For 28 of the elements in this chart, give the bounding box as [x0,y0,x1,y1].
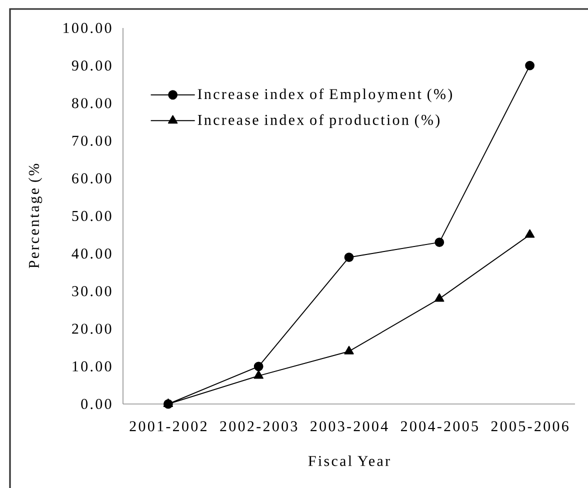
point [254,370,264,379]
y-tick-label: 10.00 [72,361,112,372]
legend-label: Increase index of Employment (%) [198,88,452,102]
y-tick-label: 50.00 [72,210,112,222]
x-tick-label: 2005-2006 [491,421,568,432]
legend-label: Increase index of production (%) [198,114,440,128]
point [344,252,354,262]
point [524,229,535,238]
y-tick-label: 60.00 [72,173,112,184]
x-axis-title: Fiscal Year [308,456,390,466]
x-tick-label: 2004-2005 [400,421,478,432]
point [344,346,354,354]
y-tick-label: 20.00 [72,324,112,334]
y-tick-label: 90.00 [72,60,112,71]
point [434,293,444,302]
y-tick-label: 40.00 [72,248,112,259]
y-tick-label: 80.00 [72,98,112,108]
point [254,362,264,372]
y-tick-label: 100.00 [64,22,112,34]
y-tick-label: 30.00 [72,286,112,296]
point [525,60,534,70]
x-tick-label: 2003-2004 [310,421,388,432]
point [434,238,444,248]
x-tick-label: 2001-2002 [130,421,206,432]
y-tick-label: 70.00 [72,136,112,146]
y-axis-title: Percentage (% [28,164,42,268]
x-tick-label: 2002-2003 [220,421,298,432]
y-tick-label: 0.00 [81,398,112,410]
